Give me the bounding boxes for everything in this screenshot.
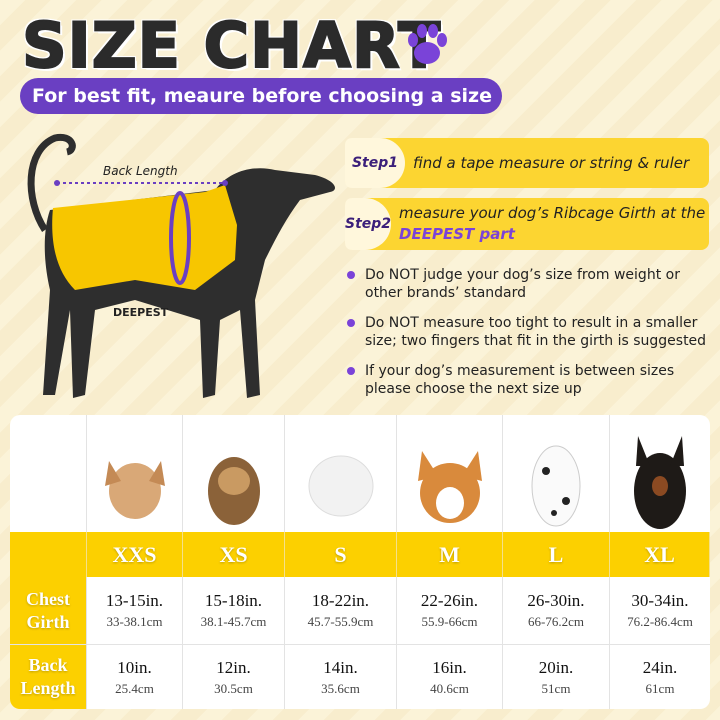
note-text: Do NOT judge your dog’s size from weight…	[365, 267, 680, 301]
inches-value: 20in.	[538, 657, 574, 677]
cm-value: 35.6cm	[321, 680, 360, 696]
cm-value: 38.1-45.7cm	[200, 614, 267, 629]
dog-photo-dalmatian	[503, 415, 610, 532]
table-cell: 22-26in. 55.9-66cm	[397, 577, 503, 644]
step-highlight: DEEPEST part	[399, 225, 515, 243]
note-text: Do NOT measure too tight to result in a …	[365, 315, 707, 349]
table-cell: 12in. 30.5cm	[183, 645, 285, 709]
cm-value: 76.2-86.4cm	[627, 614, 693, 629]
page-title: SIZE CHART	[21, 9, 442, 83]
size-header: M	[397, 532, 503, 577]
cm-value: 30.5cm	[214, 680, 253, 696]
back-length-label: Back Length	[103, 164, 178, 178]
step-label: Step2	[345, 198, 392, 250]
table-cell: 14in. 35.6cm	[285, 645, 397, 709]
size-table: XXS XS S M L XL Chest Girth 13-15in. 33-3…	[10, 415, 710, 709]
step-label: Step1	[345, 138, 405, 188]
size-header: XS	[183, 532, 285, 577]
table-cell: 10in. 25.4cm	[87, 645, 183, 709]
size-header-row: XXS XS S M L XL	[10, 532, 710, 577]
list-item: If your dog’s measurement is between siz…	[345, 362, 715, 398]
step-text: measure your dog’s Ribcage Girth at the …	[391, 203, 709, 245]
empty-cell	[10, 415, 87, 532]
table-cell: 20in. 51cm	[503, 645, 610, 709]
row-label: Chest Girth	[10, 577, 87, 644]
cm-value: 61cm	[645, 680, 675, 696]
table-row-back-length: Back Length 10in. 25.4cm 12in. 30.5cm 14in…	[10, 645, 710, 709]
list-item: Do NOT judge your dog’s size from weight…	[345, 266, 715, 302]
inches-value: 10in.	[117, 657, 152, 677]
inches-value: 26-30in.	[527, 591, 585, 610]
cm-value: 55.9-66cm	[421, 614, 478, 629]
inches-value: 14in.	[323, 657, 358, 677]
notes-list: Do NOT judge your dog’s size from weight…	[345, 266, 715, 410]
dog-photo-maltese	[285, 415, 397, 532]
inches-value: 12in.	[216, 657, 251, 677]
size-header: XL	[610, 532, 710, 577]
cm-value: 51cm	[541, 680, 571, 696]
table-cell: 13-15in. 33-38.1cm	[87, 577, 183, 644]
cm-value: 25.4cm	[115, 680, 154, 696]
step-text: find a tape measure or string & ruler	[413, 153, 690, 172]
inches-value: 15-18in.	[204, 591, 263, 610]
note-text: If your dog’s measurement is between siz…	[365, 363, 675, 397]
table-cell: 30-34in. 76.2-86.4cm	[610, 577, 710, 644]
header-empty	[10, 532, 87, 577]
bullet-icon	[347, 367, 355, 375]
subtitle-banner: For best fit, meaure before choosing a s…	[20, 78, 502, 114]
inches-value: 30-34in.	[631, 591, 689, 610]
dog-measurement-diagram: Back Length DEEPEST	[15, 130, 345, 410]
step-text-main: measure your dog’s Ribcage Girth at the	[399, 204, 706, 222]
table-cell: 26-30in. 66-76.2cm	[503, 577, 610, 644]
size-header: XXS	[87, 532, 183, 577]
deepest-label: DEEPEST	[113, 306, 169, 319]
dog-photo-corgi	[397, 415, 503, 532]
dog-photo-yorkshire-terrier	[183, 415, 285, 532]
bullet-icon	[347, 271, 355, 279]
size-header: S	[285, 532, 397, 577]
paw-icon	[408, 24, 447, 64]
table-cell: 18-22in. 45.7-55.9cm	[285, 577, 397, 644]
dog-photo-chihuahua	[87, 415, 183, 532]
table-cell: 24in. 61cm	[610, 645, 710, 709]
table-cell: 15-18in. 38.1-45.7cm	[183, 577, 285, 644]
size-header: L	[503, 532, 610, 577]
inches-value: 18-22in.	[311, 591, 370, 610]
inches-value: 24in.	[642, 657, 678, 677]
cm-value: 66-76.2cm	[528, 614, 584, 629]
step-2: Step2 measure your dog’s Ribcage Girth a…	[345, 198, 709, 250]
inches-value: 16in.	[432, 657, 467, 677]
table-cell: 16in. 40.6cm	[397, 645, 503, 709]
table-row-chest-girth: Chest Girth 13-15in. 33-38.1cm 15-18in. 38…	[10, 577, 710, 645]
dog-silhouette-icon	[27, 133, 335, 398]
dog-photo-doberman	[610, 415, 710, 532]
cm-value: 40.6cm	[430, 680, 469, 696]
bullet-icon	[347, 319, 355, 327]
inches-value: 13-15in.	[105, 591, 164, 610]
cm-value: 45.7-55.9cm	[307, 614, 374, 629]
cm-value: 33-38.1cm	[106, 614, 163, 629]
photo-row	[10, 415, 710, 532]
list-item: Do NOT measure too tight to result in a …	[345, 314, 715, 350]
step-1: Step1 find a tape measure or string & ru…	[345, 138, 709, 188]
inches-value: 22-26in.	[420, 591, 479, 610]
row-label: Back Length	[10, 645, 87, 709]
